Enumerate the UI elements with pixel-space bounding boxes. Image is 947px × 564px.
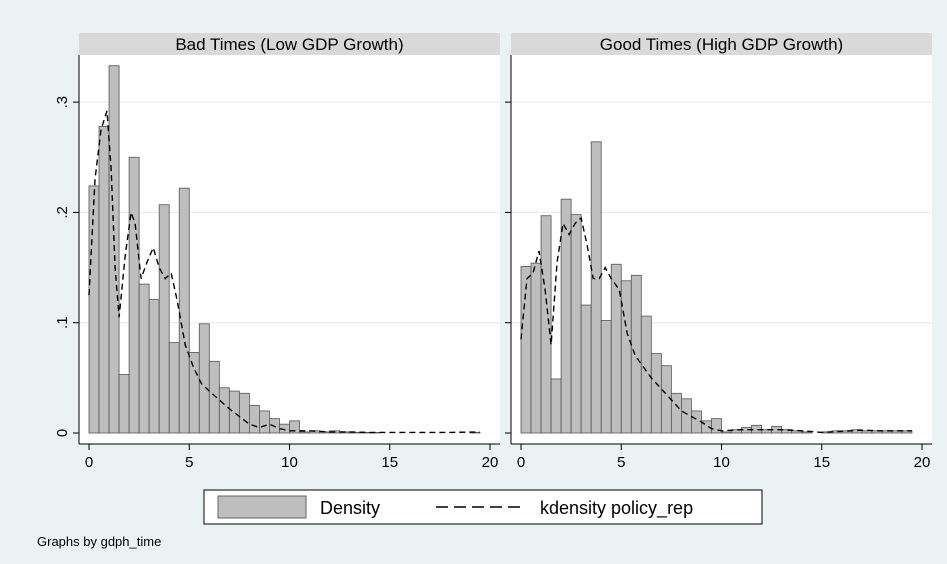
histogram-bar xyxy=(208,360,220,434)
histogram-bar xyxy=(630,274,642,434)
x-tick-label: 10 xyxy=(713,454,730,471)
panel-title: Good Times (High GDP Growth) xyxy=(600,35,843,54)
histogram-bar xyxy=(600,320,612,434)
y-tick-label: .2 xyxy=(54,206,71,219)
x-tick-label: 5 xyxy=(617,454,625,471)
x-tick-label: 0 xyxy=(517,454,525,471)
panel-strip xyxy=(511,33,932,55)
histogram-bar xyxy=(128,156,140,434)
histogram-bar xyxy=(148,299,160,434)
histogram-bar xyxy=(610,263,622,434)
histogram-bar xyxy=(158,204,170,434)
histogram-bar xyxy=(289,420,300,434)
histogram-bar xyxy=(520,266,532,434)
histogram-bar xyxy=(660,365,672,434)
histogram-bar xyxy=(218,387,230,434)
kdensity-line xyxy=(88,110,480,434)
histogram-bar xyxy=(299,431,310,434)
y-tick-label: .3 xyxy=(54,96,71,109)
histogram-bars xyxy=(520,141,913,434)
x-tick-label: 5 xyxy=(185,454,193,471)
histogram-bar xyxy=(259,410,270,434)
histogram-bar xyxy=(620,280,632,434)
histogram-bar xyxy=(248,405,260,434)
histogram-bar xyxy=(670,392,682,434)
histogram-bar xyxy=(590,141,602,434)
histogram-bar xyxy=(168,342,180,434)
panel-title: Bad Times (Low GDP Growth) xyxy=(175,35,403,54)
histogram-bar xyxy=(691,410,702,434)
histogram-bar xyxy=(540,215,552,434)
x-tick-label: 15 xyxy=(381,454,398,471)
histogram-bar xyxy=(138,283,150,434)
y-tick-label: .1 xyxy=(54,316,71,329)
histogram-bar xyxy=(198,323,210,434)
histogram-bar xyxy=(228,390,240,434)
x-tick-label: 15 xyxy=(813,454,830,471)
panel-good-times: Good Times (High GDP Growth) 0 5 10 15 20 xyxy=(505,33,932,471)
panel-bad-times: Bad Times (Low GDP Growth) 0 5 10 15 20 0 .1 .2… xyxy=(54,33,500,471)
histogram-bar xyxy=(118,374,130,434)
kdensity-line xyxy=(520,216,912,434)
y-tick-label: 0 xyxy=(54,429,71,437)
histogram-bar xyxy=(721,431,732,434)
panel-strip xyxy=(79,33,500,55)
histogram-bar xyxy=(650,353,662,434)
x-tick-label: 10 xyxy=(281,454,298,471)
x-tick-label: 20 xyxy=(914,454,931,471)
histogram-bar xyxy=(530,262,542,434)
histogram-bar xyxy=(640,315,652,434)
graphs-by-note: Graphs by gdph_time xyxy=(37,534,161,549)
histogram-bar xyxy=(88,185,100,434)
histogram-bar xyxy=(801,431,813,434)
x-tick-label: 0 xyxy=(85,454,93,471)
legend-label-density: Density xyxy=(320,498,380,518)
histogram-bar xyxy=(238,392,250,434)
histogram-bar xyxy=(178,187,190,434)
legend: Density kdensity policy_rep xyxy=(203,489,763,525)
axes: 0 5 10 15 20 0 .1 .2 .3 xyxy=(54,55,500,471)
histogram-bar xyxy=(570,214,582,434)
legend-swatch-density xyxy=(217,495,307,519)
histogram-bar xyxy=(681,398,692,434)
x-tick-label: 20 xyxy=(482,454,499,471)
histogram-bar xyxy=(188,352,200,434)
histogram-bar xyxy=(901,430,913,434)
legend-label-kdensity: kdensity policy_rep xyxy=(540,498,693,519)
axes: 0 5 10 15 20 xyxy=(505,55,932,471)
histogram-bar xyxy=(580,304,592,434)
histogram-bar xyxy=(711,418,722,434)
histogram-bar xyxy=(550,378,562,434)
histogram-bar xyxy=(98,125,110,434)
